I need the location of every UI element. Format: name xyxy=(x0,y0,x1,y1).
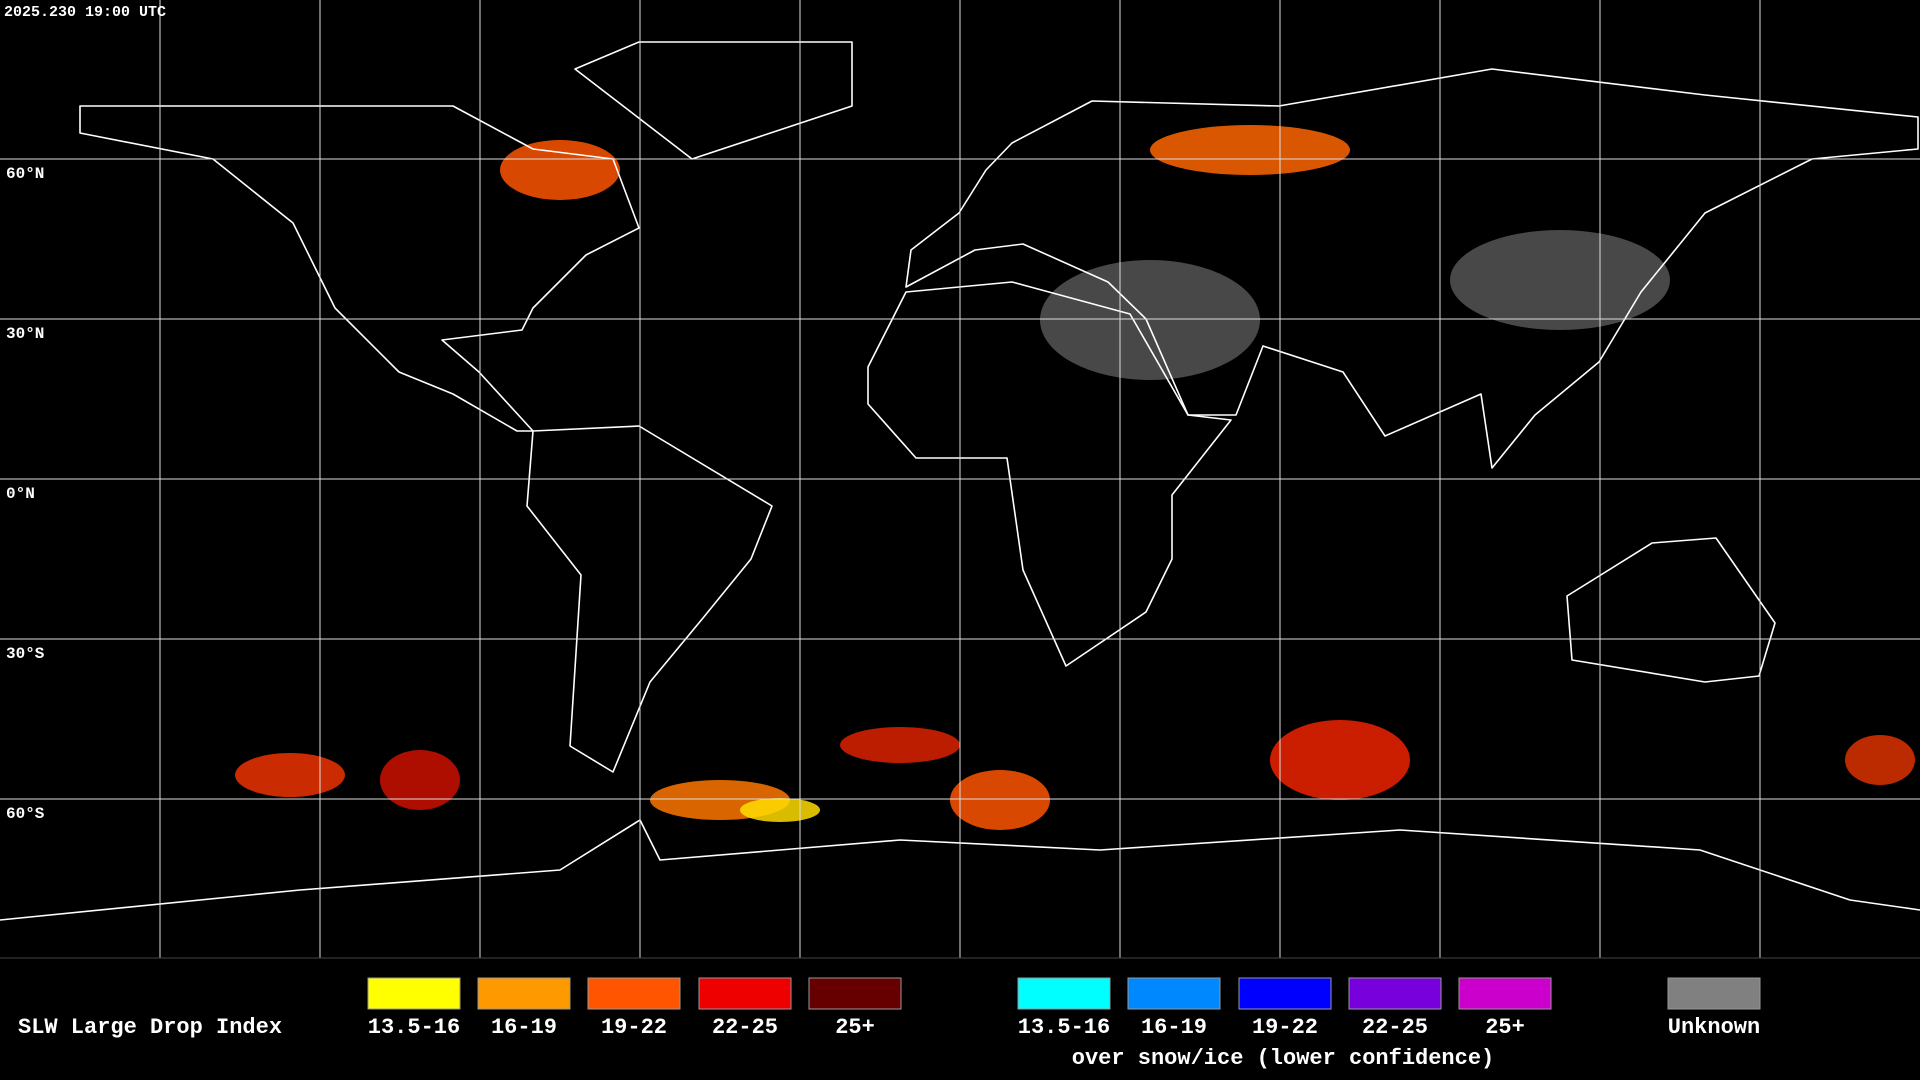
latitude-label: 0°N xyxy=(6,485,35,503)
latitude-label: 60°S xyxy=(6,805,45,823)
patch xyxy=(235,753,345,797)
legend-swatch xyxy=(587,977,681,1010)
legend-label: 25+ xyxy=(835,1015,875,1040)
legend-label: 13.5-16 xyxy=(1018,1015,1110,1040)
legend-label: 19-22 xyxy=(1252,1015,1318,1040)
patch xyxy=(380,750,460,810)
legend-label: 16-19 xyxy=(491,1015,557,1040)
legend-title: SLW Large Drop Index xyxy=(18,1015,282,1040)
australia xyxy=(1566,537,1776,683)
legend-label: 16-19 xyxy=(1141,1015,1207,1040)
latitude-label: 30°S xyxy=(6,645,45,663)
patch xyxy=(1845,735,1915,785)
legend-label: 13.5-16 xyxy=(368,1015,460,1040)
latitude-label: 30°N xyxy=(6,325,44,343)
legend-swatch xyxy=(1238,977,1332,1010)
legend-label: 22-25 xyxy=(1362,1015,1428,1040)
timestamp: 2025.230 19:00 UTC xyxy=(4,4,166,21)
patch xyxy=(840,727,960,763)
legend-note: over snow/ice (lower confidence) xyxy=(1072,1046,1494,1071)
greenland xyxy=(574,41,853,160)
patch xyxy=(1450,230,1670,330)
legend-swatch xyxy=(698,977,792,1010)
antarctica xyxy=(0,819,1920,921)
patch xyxy=(1150,125,1350,175)
patch xyxy=(500,140,620,200)
patch xyxy=(740,798,820,822)
eurasia xyxy=(905,68,1919,469)
legend-swatch xyxy=(1127,977,1221,1010)
legend-swatch xyxy=(367,977,461,1010)
graticule xyxy=(0,0,1920,958)
cloud-patches xyxy=(235,125,1915,830)
legend-label: 22-25 xyxy=(712,1015,778,1040)
legend-swatch xyxy=(1017,977,1111,1010)
africa xyxy=(867,281,1232,667)
legend-swatch xyxy=(477,977,571,1010)
patch xyxy=(1270,720,1410,800)
legend-swatch xyxy=(1458,977,1552,1010)
legend-label: 25+ xyxy=(1485,1015,1525,1040)
patch xyxy=(950,770,1050,830)
legend-swatch xyxy=(808,977,902,1010)
legend-swatch xyxy=(1348,977,1442,1010)
legend-label: 19-22 xyxy=(601,1015,667,1040)
legend-label: Unknown xyxy=(1668,1015,1760,1040)
latitude-label: 60°N xyxy=(6,165,44,183)
patch xyxy=(1040,260,1260,380)
legend-swatch xyxy=(1667,977,1761,1010)
